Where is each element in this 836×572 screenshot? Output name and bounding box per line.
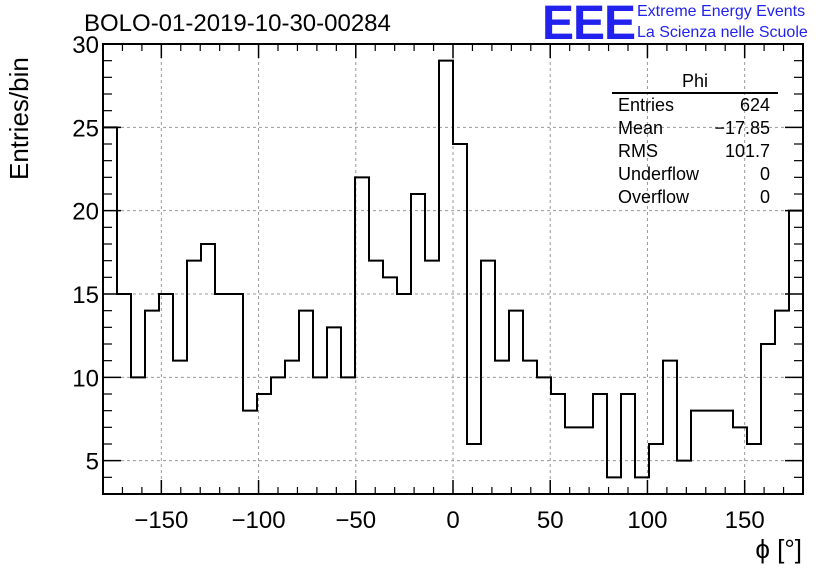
eee-logo: EEE (542, 0, 636, 50)
stats-label: RMS (618, 141, 658, 161)
stats-value: 101.7 (724, 141, 770, 161)
x-tick-label: 100 (627, 507, 667, 534)
x-tick-label: −100 (232, 507, 286, 534)
stats-title: Phi (612, 70, 778, 94)
stats-row-mean: Mean −17.85 (612, 117, 778, 140)
stats-label: Entries (618, 95, 675, 115)
stats-row-underflow: Underflow 0 (612, 163, 778, 186)
x-axis-label: ϕ [°] (755, 534, 802, 564)
stats-row-rms: RMS 101.7 (612, 140, 778, 163)
x-tick-label: −50 (335, 507, 376, 534)
stats-label: Mean (618, 118, 664, 138)
logo-text-line1: Extreme Energy Events (637, 3, 806, 20)
y-axis-label: Entries/bin (4, 57, 34, 180)
y-tick-label: 30 (72, 32, 99, 59)
y-tick-label: 5 (86, 449, 99, 476)
x-tick-label: −150 (134, 507, 188, 534)
y-tick-label: 10 (72, 365, 99, 392)
logo-text-line2: La Scienza nelle Scuole (637, 24, 808, 41)
stats-value: 0 (759, 164, 770, 184)
stats-value: −17.85 (714, 118, 770, 138)
stats-row-entries: Entries 624 (612, 94, 778, 117)
stats-value: 624 (739, 95, 770, 115)
stats-label: Overflow (618, 187, 690, 207)
x-axis-tick-labels: −150 −100 −50 0 50 100 150 (134, 507, 764, 534)
chart-title: BOLO-01-2019-10-30-00284 (84, 10, 391, 37)
x-tick-label: 150 (725, 507, 765, 534)
histogram-outline (102, 59, 804, 494)
x-tick-label: 50 (537, 507, 564, 534)
x-axis-ticks (121, 44, 785, 494)
stats-row-overflow: Overflow 0 (612, 186, 778, 209)
plot-frame (102, 43, 804, 495)
y-axis-tick-labels: 5 10 15 20 25 30 (72, 32, 99, 476)
stats-label: Underflow (618, 164, 700, 184)
y-tick-label: 20 (72, 199, 99, 226)
y-tick-label: 25 (72, 115, 99, 142)
x-tick-label: 0 (446, 507, 459, 534)
stats-value: 0 (759, 187, 770, 207)
stats-box: Phi Entries 624 Mean −17.85 RMS 101.7 Underflo… (612, 70, 778, 209)
y-tick-label: 15 (72, 282, 99, 309)
